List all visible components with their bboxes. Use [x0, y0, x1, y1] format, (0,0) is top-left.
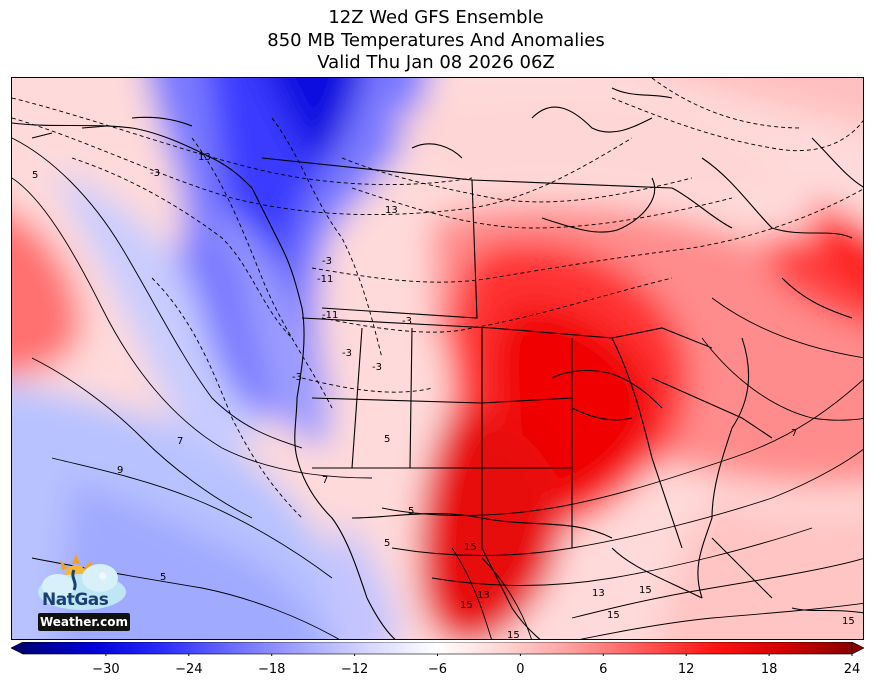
contour-label: 5: [384, 434, 390, 445]
colorbar-max-extend: [851, 642, 864, 655]
colorbar-gradient: [22, 642, 853, 655]
contour-label: 13: [592, 588, 605, 599]
contour-label-group: 13 5 -3 13 -3 -11 -3 -11 -3 -3 5 -3 5 7 …: [32, 152, 855, 640]
natgasweather-logo: ❄ NatGas Weather.com: [36, 552, 132, 636]
contour-label: -3: [292, 372, 302, 383]
contour-label: 15: [842, 616, 855, 627]
colorbar-tick-label: −12: [340, 662, 369, 677]
title-valid-time: Valid Thu Jan 08 2026 06Z: [317, 52, 555, 73]
contour-label: -11: [322, 310, 338, 321]
colorbar: [11, 642, 864, 656]
contour-label: 15: [464, 542, 477, 553]
sun-cloud-icon: ❄: [38, 554, 126, 610]
contour-label: 7: [322, 475, 328, 486]
colorbar-min-extend: [11, 642, 24, 655]
contour-lines: [12, 78, 863, 639]
title-model-run: 12Z Wed GFS Ensemble: [328, 7, 544, 28]
contour-label: 13: [385, 205, 398, 216]
logo-brand-text: NatGas: [42, 590, 109, 610]
contour-label: 13: [198, 152, 211, 163]
contour-label: -3: [342, 348, 352, 359]
contour-label: 5: [160, 572, 166, 583]
colorbar-tick-label: −24: [175, 662, 203, 677]
contour-label: -3: [402, 316, 412, 327]
colorbar-tick-label: −6: [427, 662, 448, 677]
colorbar-tick-label: 18: [760, 662, 778, 677]
map-canvas: 13 5 -3 13 -3 -11 -3 -11 -3 -3 5 -3 5 7 …: [12, 78, 863, 640]
contour-label: 5: [408, 506, 414, 517]
contour-label: 15: [460, 600, 473, 611]
contour-label: -3: [322, 256, 332, 267]
colorbar-tick-label: 12: [677, 662, 695, 677]
contour-label: 9: [117, 465, 123, 476]
contour-label: 7: [791, 428, 797, 439]
coastlines-and-borders: [12, 87, 863, 639]
anomaly-shading: [12, 78, 863, 639]
colorbar-tick-label: −30: [92, 662, 120, 677]
colorbar-tick-label: −18: [257, 662, 286, 677]
contour-label: -11: [317, 274, 333, 285]
contour-label: 13: [477, 590, 490, 601]
contour-label: 15: [507, 630, 520, 640]
contour-label: -3: [150, 168, 160, 179]
contour-label: 7: [177, 436, 183, 447]
anomaly-map: 13 5 -3 13 -3 -11 -3 -11 -3 -3 5 -3 5 7 …: [11, 77, 864, 640]
logo-site-text: Weather.com: [38, 613, 130, 631]
contour-label: -3: [372, 362, 382, 373]
contour-label: 5: [32, 170, 38, 181]
colorbar-tick-label: 0: [516, 662, 525, 677]
contour-label: 15: [607, 610, 620, 621]
colorbar-tick-label: 6: [599, 662, 608, 677]
title-product: 850 MB Temperatures And Anomalies: [267, 30, 605, 51]
contour-label: 15: [639, 585, 652, 596]
contour-label: 5: [384, 538, 390, 549]
snowflake-icon: ❄: [98, 570, 107, 583]
colorbar-tick-label: 24: [843, 662, 861, 677]
